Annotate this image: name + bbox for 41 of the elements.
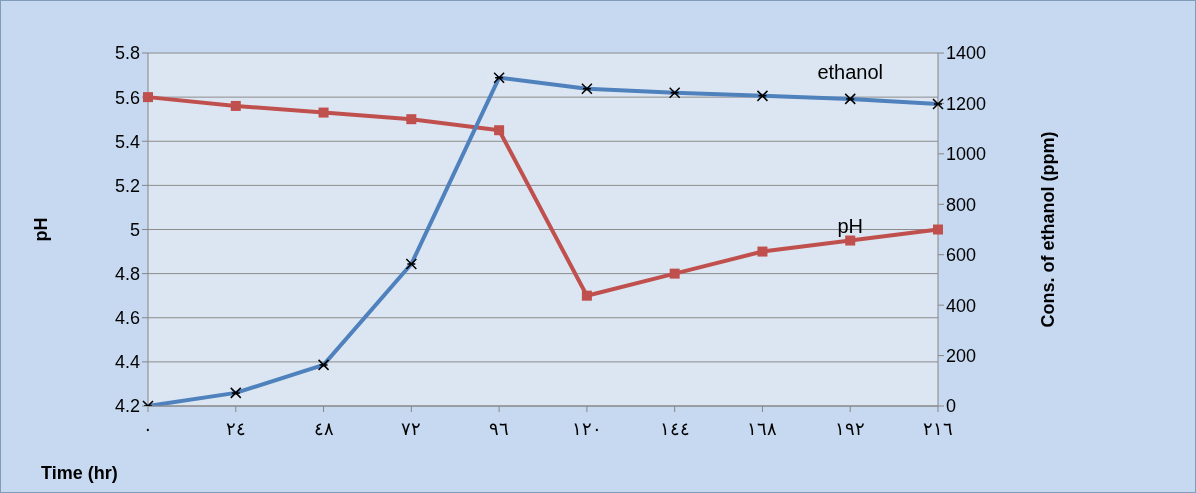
point xyxy=(318,107,329,118)
y-tick-label: 5.8 xyxy=(114,43,140,64)
y2-tick-label: 400 xyxy=(946,295,977,316)
y-tick-label: 5.6 xyxy=(114,87,140,108)
y2-tick-label: 1200 xyxy=(946,93,987,114)
point xyxy=(669,268,680,279)
y-tick-label: 4.4 xyxy=(114,352,140,373)
point xyxy=(757,246,768,257)
y2-tick-label: 200 xyxy=(946,345,977,366)
y2-tick-label: 800 xyxy=(946,194,977,215)
point xyxy=(933,224,943,235)
series-label: pH xyxy=(837,214,864,237)
y-tick-label: 5 xyxy=(129,219,140,240)
y-axis-title: pH xyxy=(31,217,52,242)
y-tick-label: 5.4 xyxy=(114,131,140,152)
x-tick-label: ٧٢ xyxy=(401,418,422,439)
point xyxy=(406,114,417,125)
series-label: ethanol xyxy=(817,60,884,83)
x-axis-title: Time (hr) xyxy=(41,463,118,484)
x-tick-label: ٤٨ xyxy=(313,418,334,439)
y-tick-label: 4.6 xyxy=(114,308,140,329)
point xyxy=(143,92,153,103)
x-tick-label: ٩٦ xyxy=(489,418,510,439)
x-tick-label: ٢١٦ xyxy=(923,418,953,439)
y2-tick-label: 600 xyxy=(946,245,977,266)
y-tick-label: 4.2 xyxy=(114,396,140,417)
x-tick-label: ١٩٢ xyxy=(835,418,866,439)
y2-tick-label: 0 xyxy=(946,396,957,417)
x-tick-label: ١٢٠ xyxy=(571,418,602,439)
y2-axis-title: Cons. of ethanol (ppm) xyxy=(1038,131,1059,328)
y-tick-label: 5.2 xyxy=(114,175,140,196)
x-tick-label: ١٤٤ xyxy=(659,418,690,439)
x-tick-label: ٠ xyxy=(143,418,153,439)
x-tick-label: ٢٤ xyxy=(225,418,246,439)
point xyxy=(230,100,241,111)
point xyxy=(581,290,592,301)
y2-tick-label: 1400 xyxy=(946,43,987,64)
y-tick-label: 4.8 xyxy=(114,264,140,285)
y2-tick-label: 1000 xyxy=(946,144,987,165)
x-tick-label: ١٦٨ xyxy=(747,418,778,439)
point xyxy=(494,125,505,136)
